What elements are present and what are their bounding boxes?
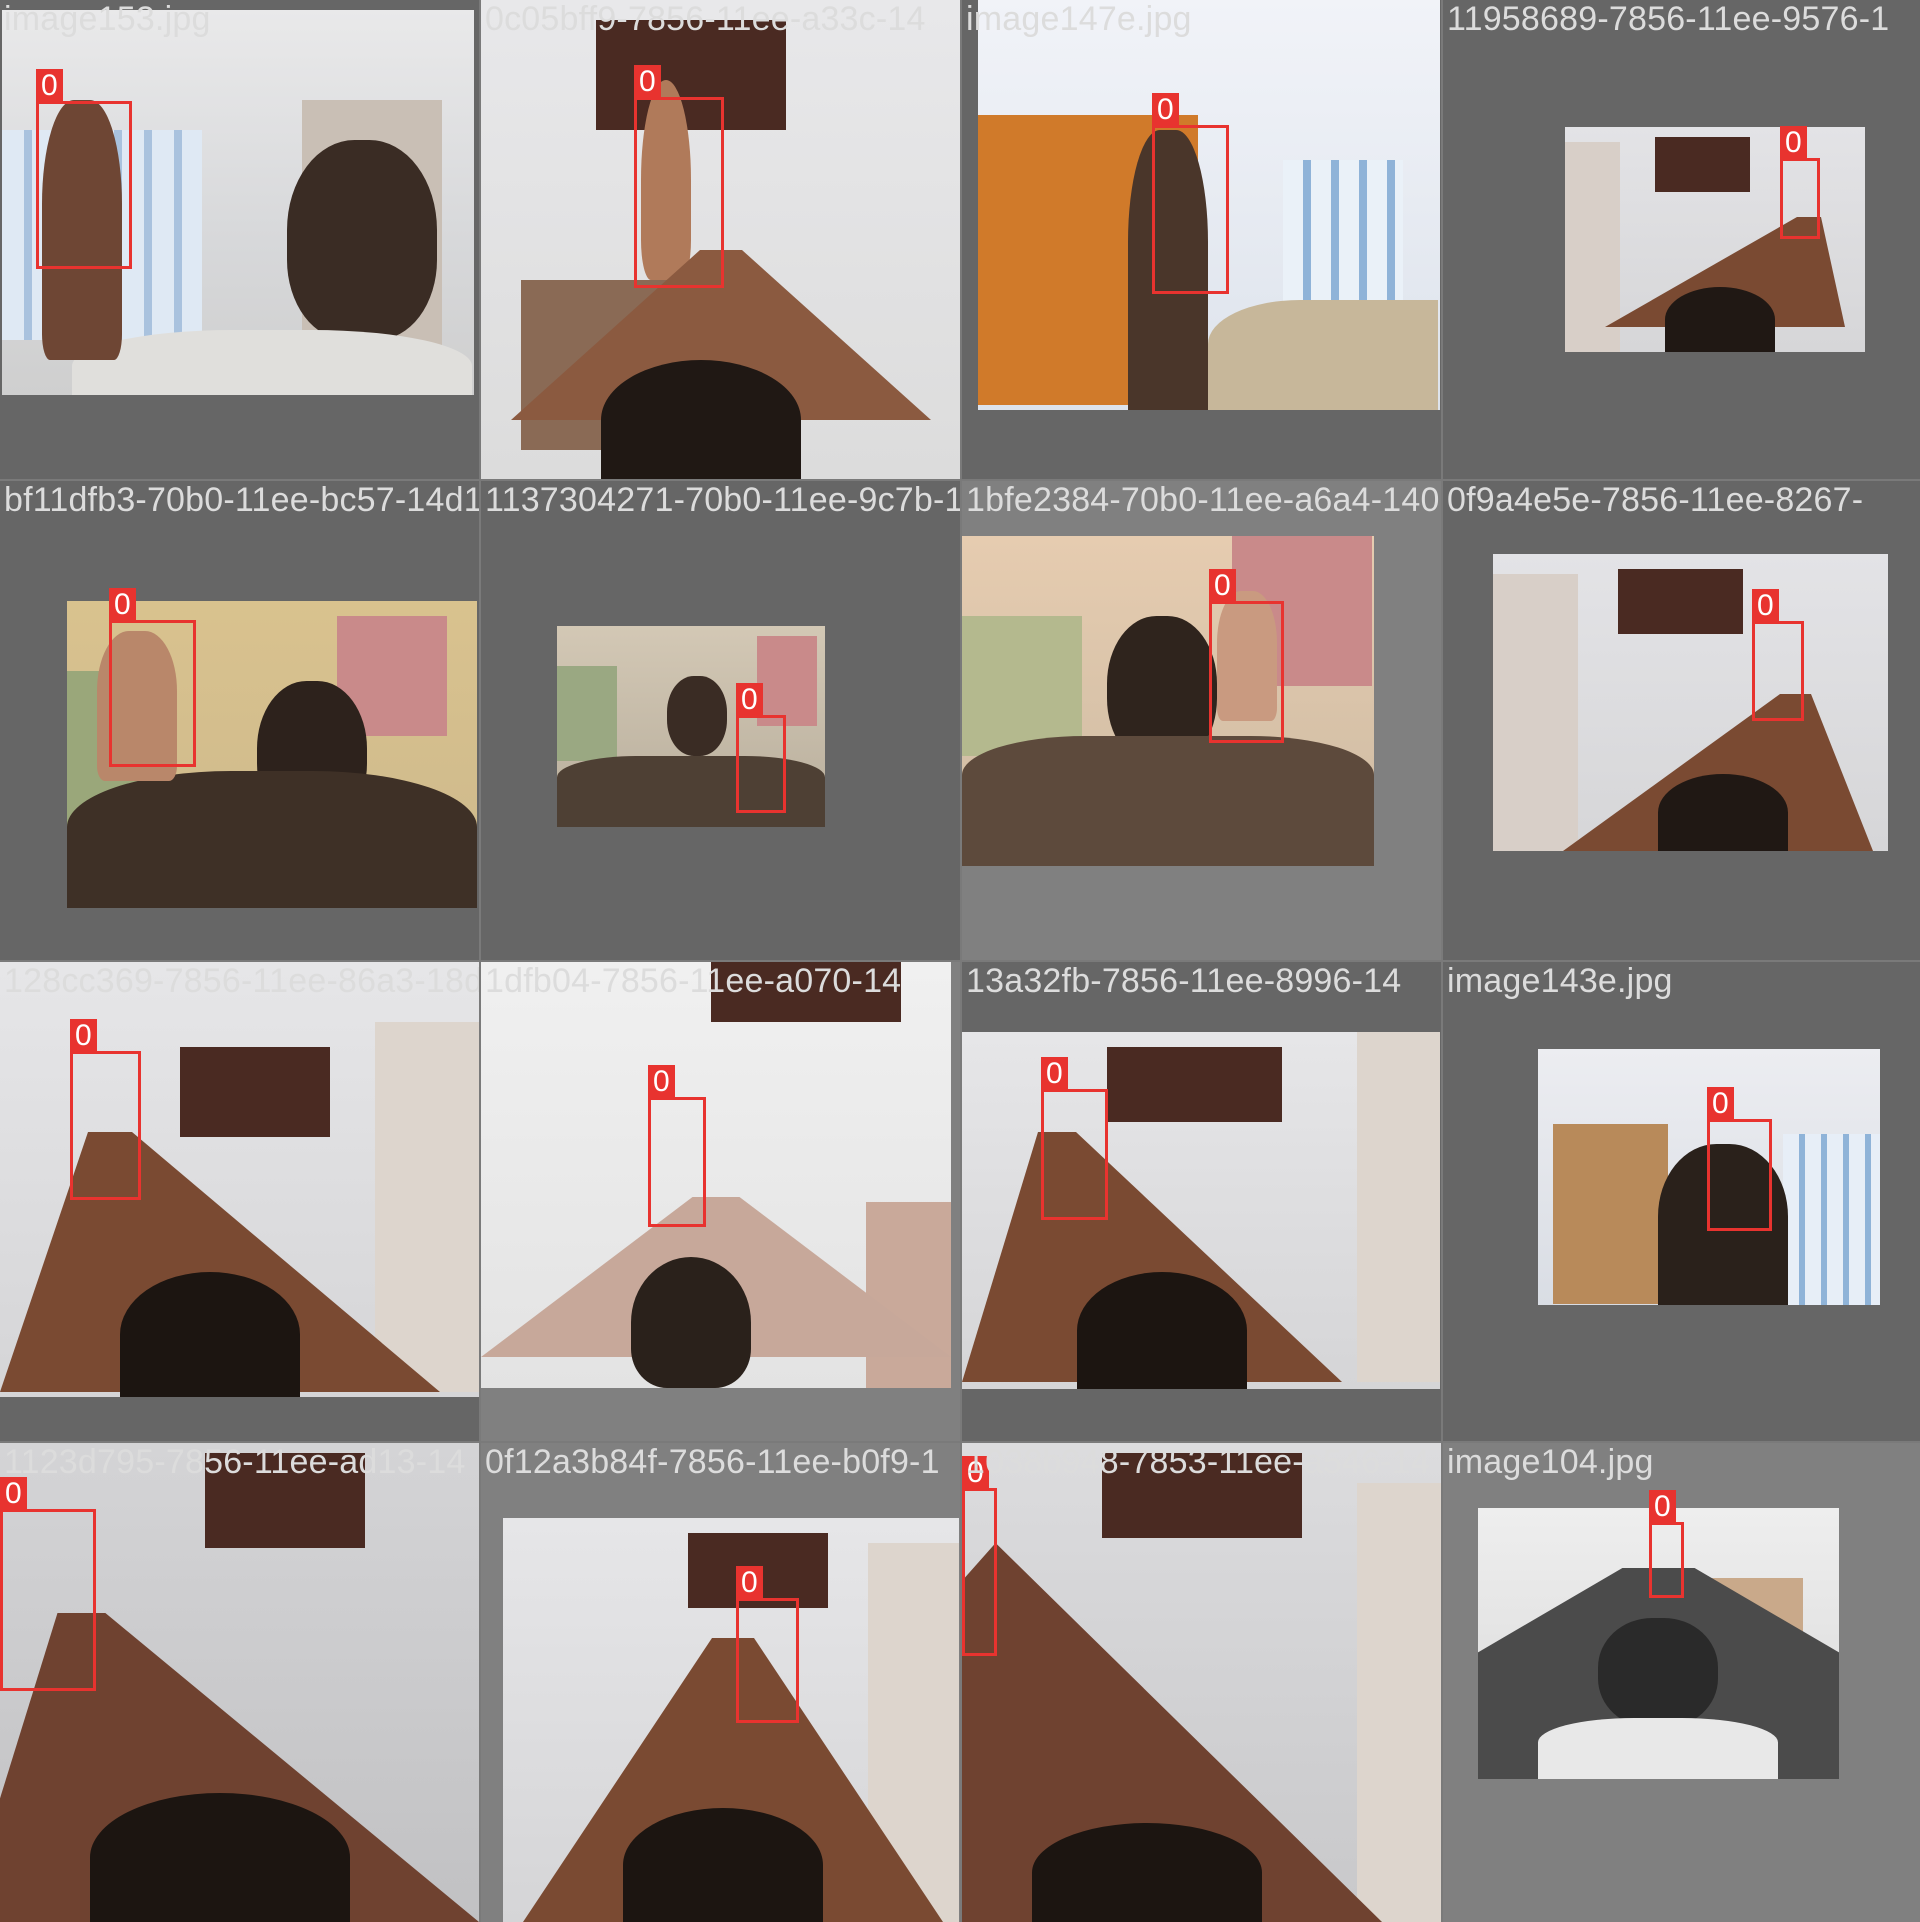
detection-box: 0 bbox=[109, 588, 196, 767]
detection-box: 0 bbox=[1752, 589, 1804, 721]
image-filename: image143e.jpg bbox=[1447, 962, 1673, 1000]
detection-box: 0 bbox=[1707, 1087, 1772, 1231]
photo bbox=[962, 536, 1374, 866]
detection-box: 0 bbox=[0, 1477, 96, 1691]
photo bbox=[1493, 554, 1888, 851]
photo bbox=[503, 1518, 959, 1922]
detection-label: 0 bbox=[736, 1566, 763, 1599]
photo bbox=[481, 962, 951, 1388]
image-filename: 0f9a4e5e-7856-11ee-8267- bbox=[1447, 481, 1864, 519]
photo bbox=[978, 0, 1440, 410]
tile-13: 0 1123d795-7856-11ee-ad13-14 bbox=[0, 1443, 479, 1922]
tile-16: 0 image104.jpg bbox=[1443, 1443, 1920, 1922]
photo bbox=[2, 10, 474, 395]
detection-box: 0 bbox=[1209, 569, 1284, 743]
image-filename: 13a32fb-7856-11ee-8996-14 bbox=[966, 962, 1402, 1000]
tile-10: 0 1dfb04-7856-11ee-a070-14 bbox=[481, 962, 960, 1441]
photo bbox=[962, 1032, 1440, 1389]
detection-box: 0 bbox=[1152, 93, 1229, 294]
detection-label: 0 bbox=[1649, 1490, 1676, 1523]
image-filename: bf11dfb3-70b0-11ee-bc57-14d13331e27e0bjp… bbox=[4, 481, 479, 519]
photo bbox=[1478, 1508, 1839, 1779]
detection-box: 0 bbox=[70, 1019, 141, 1200]
tile-6: 0 1137304271-70b0-11ee-9c7b-1 bbox=[481, 481, 960, 960]
detection-label: 0 bbox=[736, 683, 763, 716]
detection-box: 0 bbox=[634, 65, 724, 288]
detection-label: 0 bbox=[109, 588, 136, 621]
detection-box: 0 bbox=[648, 1065, 706, 1227]
detection-label: 0 bbox=[962, 1456, 989, 1489]
detection-label: 0 bbox=[1752, 589, 1779, 622]
image-filename: 1123d795-7856-11ee-ad13-14 bbox=[4, 1443, 466, 1481]
tile-11: 0 13a32fb-7856-11ee-8996-14 bbox=[962, 962, 1441, 1441]
photo bbox=[481, 0, 960, 479]
photo bbox=[67, 601, 477, 908]
detection-label: 0 bbox=[36, 69, 63, 102]
tile-12: 0 image143e.jpg bbox=[1443, 962, 1920, 1441]
detection-label: 0 bbox=[634, 65, 661, 98]
detection-label: 0 bbox=[648, 1065, 675, 1098]
detection-box: 0 bbox=[736, 1566, 799, 1723]
tile-15: 0 1038b948-7853-11ee-a546-14 bbox=[962, 1443, 1441, 1922]
detection-label: 0 bbox=[1041, 1057, 1068, 1090]
detection-label: 0 bbox=[70, 1019, 97, 1052]
photo bbox=[1565, 127, 1865, 352]
tile-2: 0 0c05bff9-7856-11ee-a33c-14 bbox=[481, 0, 960, 479]
detection-label: 0 bbox=[1780, 126, 1807, 159]
detection-box: 0 bbox=[36, 69, 132, 269]
detection-box: 0 bbox=[1041, 1057, 1108, 1220]
image-filename: 0c05bff9-7856-11ee-a33c-14 bbox=[485, 0, 926, 38]
image-filename: image147e.jpg bbox=[966, 0, 1192, 38]
image-filename: 11958689-7856-11ee-9576-1 bbox=[1447, 0, 1890, 38]
tile-1: 0 image153.jpg bbox=[0, 0, 479, 479]
image-filename: 0f12a3b84f-7856-11ee-b0f9-1 bbox=[485, 1443, 940, 1481]
image-filename: 1bfe2384-70b0-11ee-a6a4-1409a1a374ed8jpg bbox=[966, 481, 1441, 519]
detection-box: 0 bbox=[1649, 1490, 1684, 1598]
tile-9: 0 128cc369-7856-11ee-86a3-18df6fb3e7e8ej… bbox=[0, 962, 479, 1441]
image-filename: 1dfb04-7856-11ee-a070-14 bbox=[485, 962, 902, 1000]
photo bbox=[962, 1443, 1441, 1922]
image-filename: image153.jpg bbox=[4, 0, 211, 38]
tile-3: 0 image147e.jpg bbox=[962, 0, 1441, 479]
detection-label: 0 bbox=[1707, 1087, 1734, 1120]
detection-label: 0 bbox=[1152, 93, 1179, 126]
detection-label: 0 bbox=[0, 1477, 27, 1510]
tile-8: 0 0f9a4e5e-7856-11ee-8267- bbox=[1443, 481, 1920, 960]
tile-5: 0 bf11dfb3-70b0-11ee-bc57-14d13331e27e0b… bbox=[0, 481, 479, 960]
image-filename: 1038b948-7853-11ee-a546-14 bbox=[966, 1443, 1430, 1481]
detection-box: 0 bbox=[1780, 126, 1820, 239]
detection-label: 0 bbox=[1209, 569, 1236, 602]
tile-14: 0 0f12a3b84f-7856-11ee-b0f9-1 bbox=[481, 1443, 960, 1922]
photo bbox=[0, 1443, 479, 1922]
tile-4: 0 11958689-7856-11ee-9576-1 bbox=[1443, 0, 1920, 479]
detection-box: 0 bbox=[736, 683, 786, 813]
photo bbox=[557, 626, 825, 827]
image-filename: image104.jpg bbox=[1447, 1443, 1654, 1481]
image-filename: 1137304271-70b0-11ee-9c7b-1 bbox=[485, 481, 960, 519]
detection-box: 0 bbox=[962, 1456, 997, 1656]
tile-7: 0 1bfe2384-70b0-11ee-a6a4-1409a1a374ed8j… bbox=[962, 481, 1441, 960]
image-filename: 128cc369-7856-11ee-86a3-18df6fb3e7e8ejpg bbox=[4, 962, 479, 1000]
